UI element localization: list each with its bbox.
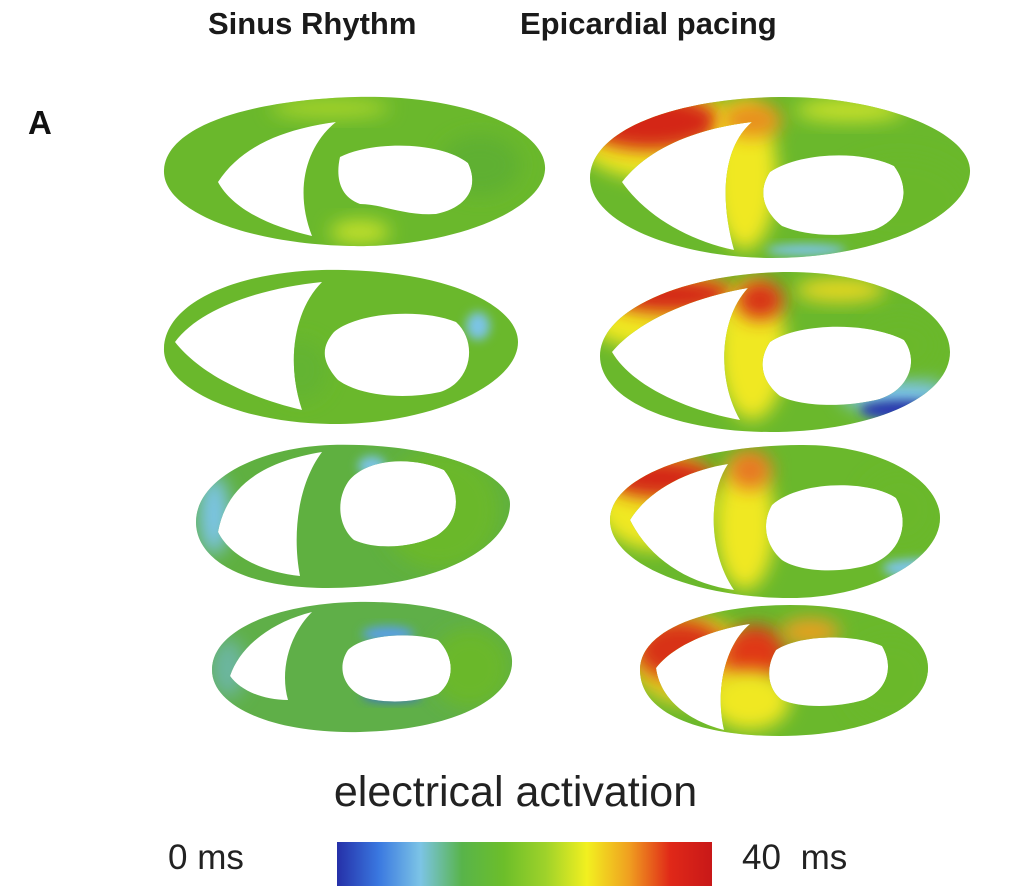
colorbar-max-label: 40 ms — [742, 838, 848, 877]
sinus-slice-3 — [196, 444, 510, 588]
colorbar — [337, 842, 712, 886]
heart-slices — [163, 96, 971, 736]
pacing-slice-4 — [640, 605, 928, 736]
colorbar-title: electrical activation — [333, 768, 698, 816]
pacing-slice-3 — [610, 444, 940, 598]
colorbar-min-label: 0 ms — [168, 838, 244, 877]
sinus-slice-1 — [163, 96, 546, 247]
column-title-sinus-rhythm: Sinus Rhythm — [208, 6, 417, 41]
sinus-slice-4 — [212, 601, 513, 733]
sinus-slice-2 — [163, 269, 519, 425]
pacing-slice-2 — [600, 272, 950, 432]
panel-label: A — [28, 104, 52, 141]
column-title-epicardial-pacing: Epicardial pacing — [520, 6, 777, 41]
pacing-slice-1 — [590, 96, 971, 258]
